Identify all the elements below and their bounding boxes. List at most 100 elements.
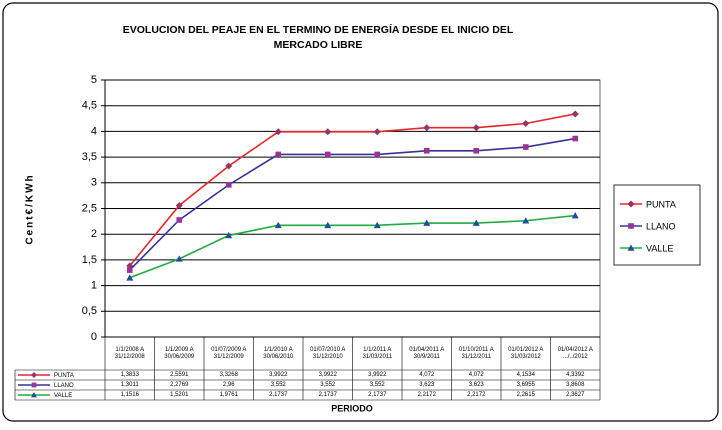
table-value-box: 2,1737 [269,391,288,398]
x-tick-label: 01/04/2011 A 30/9/2011 [409,346,445,360]
table-value: 3,9922 [368,371,387,378]
y-tick-label: 3,5 [82,151,97,163]
table-value-box: 2,1737 [319,392,337,398]
data-point [572,135,579,142]
y-tick-label: 2,5 [82,202,97,214]
data-point [126,274,134,281]
legend-label: LLANO [646,221,676,231]
table-value: 4,1534 [516,371,535,378]
data-point [274,128,282,136]
y-tick-label: 2 [91,228,97,240]
legend-label: PUNTA [646,199,676,209]
table-value: 2,2172 [467,391,486,398]
table-value-box: 1,3833 [120,371,139,378]
table-value-box: 3,552 [320,382,335,388]
table-legend-marker [31,392,37,398]
table-series-name: VALLE [54,393,72,399]
data-point [324,128,332,136]
data-point [176,217,183,223]
table-legend-marker [31,372,37,378]
table-value-box: 2,1737 [368,391,387,398]
table-value: 4,072 [468,371,484,378]
table-value: 3,9922 [318,371,337,378]
table-value: 2,1737 [269,391,288,398]
x-axis-label: PERIODO [331,403,373,413]
legend-marker [627,244,635,251]
x-tick-label-box: 01/01/2012 A 31/03/2012 [508,346,544,360]
x-tick-label: 1/1/2010 A 30/06/2010 [263,346,294,360]
table-value-box: 4,072 [468,371,484,378]
table-value-box: 2,3627 [566,391,585,398]
table-series-name: PUNTA [54,373,74,379]
x-tick-label: 1/1/2011 A 31/03/2011 [362,346,393,360]
y-tick-label: 0,5 [82,305,97,317]
data-point [225,162,233,170]
table-value: 3,3268 [219,371,238,378]
x-tick-label-box: 1/1/2010 A 30/06/2010 [263,346,294,360]
table-value: 2,5591 [170,371,189,378]
x-tick-label-box: 01/07/2010 A 31/12/2010 [310,346,346,360]
table-value-box: 4,3392 [566,371,585,378]
x-tick-label: 01/10/2011 A 31/12/2011 [458,346,494,360]
table-value: 1,3833 [120,371,139,378]
table-value-box: 2,2615 [517,392,535,398]
x-tick-label: 01/07/2010 A 31/12/2010 [310,346,346,360]
table-value-box: 3,552 [370,382,385,388]
table-value-box: 3,3268 [219,371,238,378]
data-point [571,110,579,118]
y-tick-label: 4 [91,125,97,137]
data-point [324,221,332,229]
series-line [129,214,576,279]
x-tick-label: 1/1/2009 A 30/06/2009 [164,346,195,360]
table-value: 2,2172 [417,391,436,398]
table-value: 2,3627 [566,391,585,398]
data-point [225,231,233,239]
table-value: 3,9922 [269,371,288,378]
data-point [175,255,183,262]
data-point [472,219,480,226]
x-tick-label-box: 01/07/2009 A 31/12/2009 [211,347,246,360]
x-tick-label-box: 1/1/2011 A 31/03/2011 [362,346,393,360]
table-value-box: 2,2769 [170,382,188,388]
table-series-name: LLANO [54,383,74,389]
y-tick-label: 5 [91,74,97,86]
data-point [275,151,282,158]
data-point [522,120,530,128]
table-legend-marker [31,382,37,388]
table-value-box: 3,9922 [318,371,337,378]
legend-marker [627,200,635,208]
legend-marker [628,223,634,229]
data-point [472,124,480,132]
table-value-box: 2,2172 [417,391,436,398]
table-value-box: 4,1534 [516,371,535,378]
table-value: 2,1737 [368,391,387,398]
table-value-box: 1,5201 [170,392,188,398]
table-value: 1,1516 [120,391,139,398]
data-point [126,267,133,273]
data-point [225,182,232,188]
x-tick-label-box: 01/10/2011 A 31/12/2011 [458,346,494,360]
chart-title: MERCADO LIBRE [274,39,363,51]
table-value-box: 3,623 [469,382,484,388]
table-value-box: 3,9922 [269,371,288,378]
chart-title: EVOLUCION DEL PEAJE EN EL TERMINO DE ENE… [123,23,514,36]
series-line [129,113,576,267]
data-point [423,147,430,154]
x-tick-label: 1/1/2008 A 31/12/2008 [114,346,145,360]
x-tick-label: 01/01/2012 A 31/03/2012 [508,346,544,360]
table-value: 2,96 [222,381,235,388]
x-tick-label-box: 01/04/2012 A .../../2012 [558,347,593,360]
table-value-box: 3,8608 [566,382,584,388]
data-point [473,147,480,154]
table-value: 4,3392 [566,371,585,378]
table-value-box: 1,1516 [120,391,139,398]
data-point [274,221,282,229]
y-tick-label: 1 [91,280,97,292]
legend-label: VALLE [646,243,673,253]
table-value-box: 2,5591 [170,371,189,378]
table-value: 4,072 [419,371,435,378]
data-point [522,217,530,224]
table-value: 3,552 [270,381,286,388]
table-value: 1,9761 [219,391,238,398]
